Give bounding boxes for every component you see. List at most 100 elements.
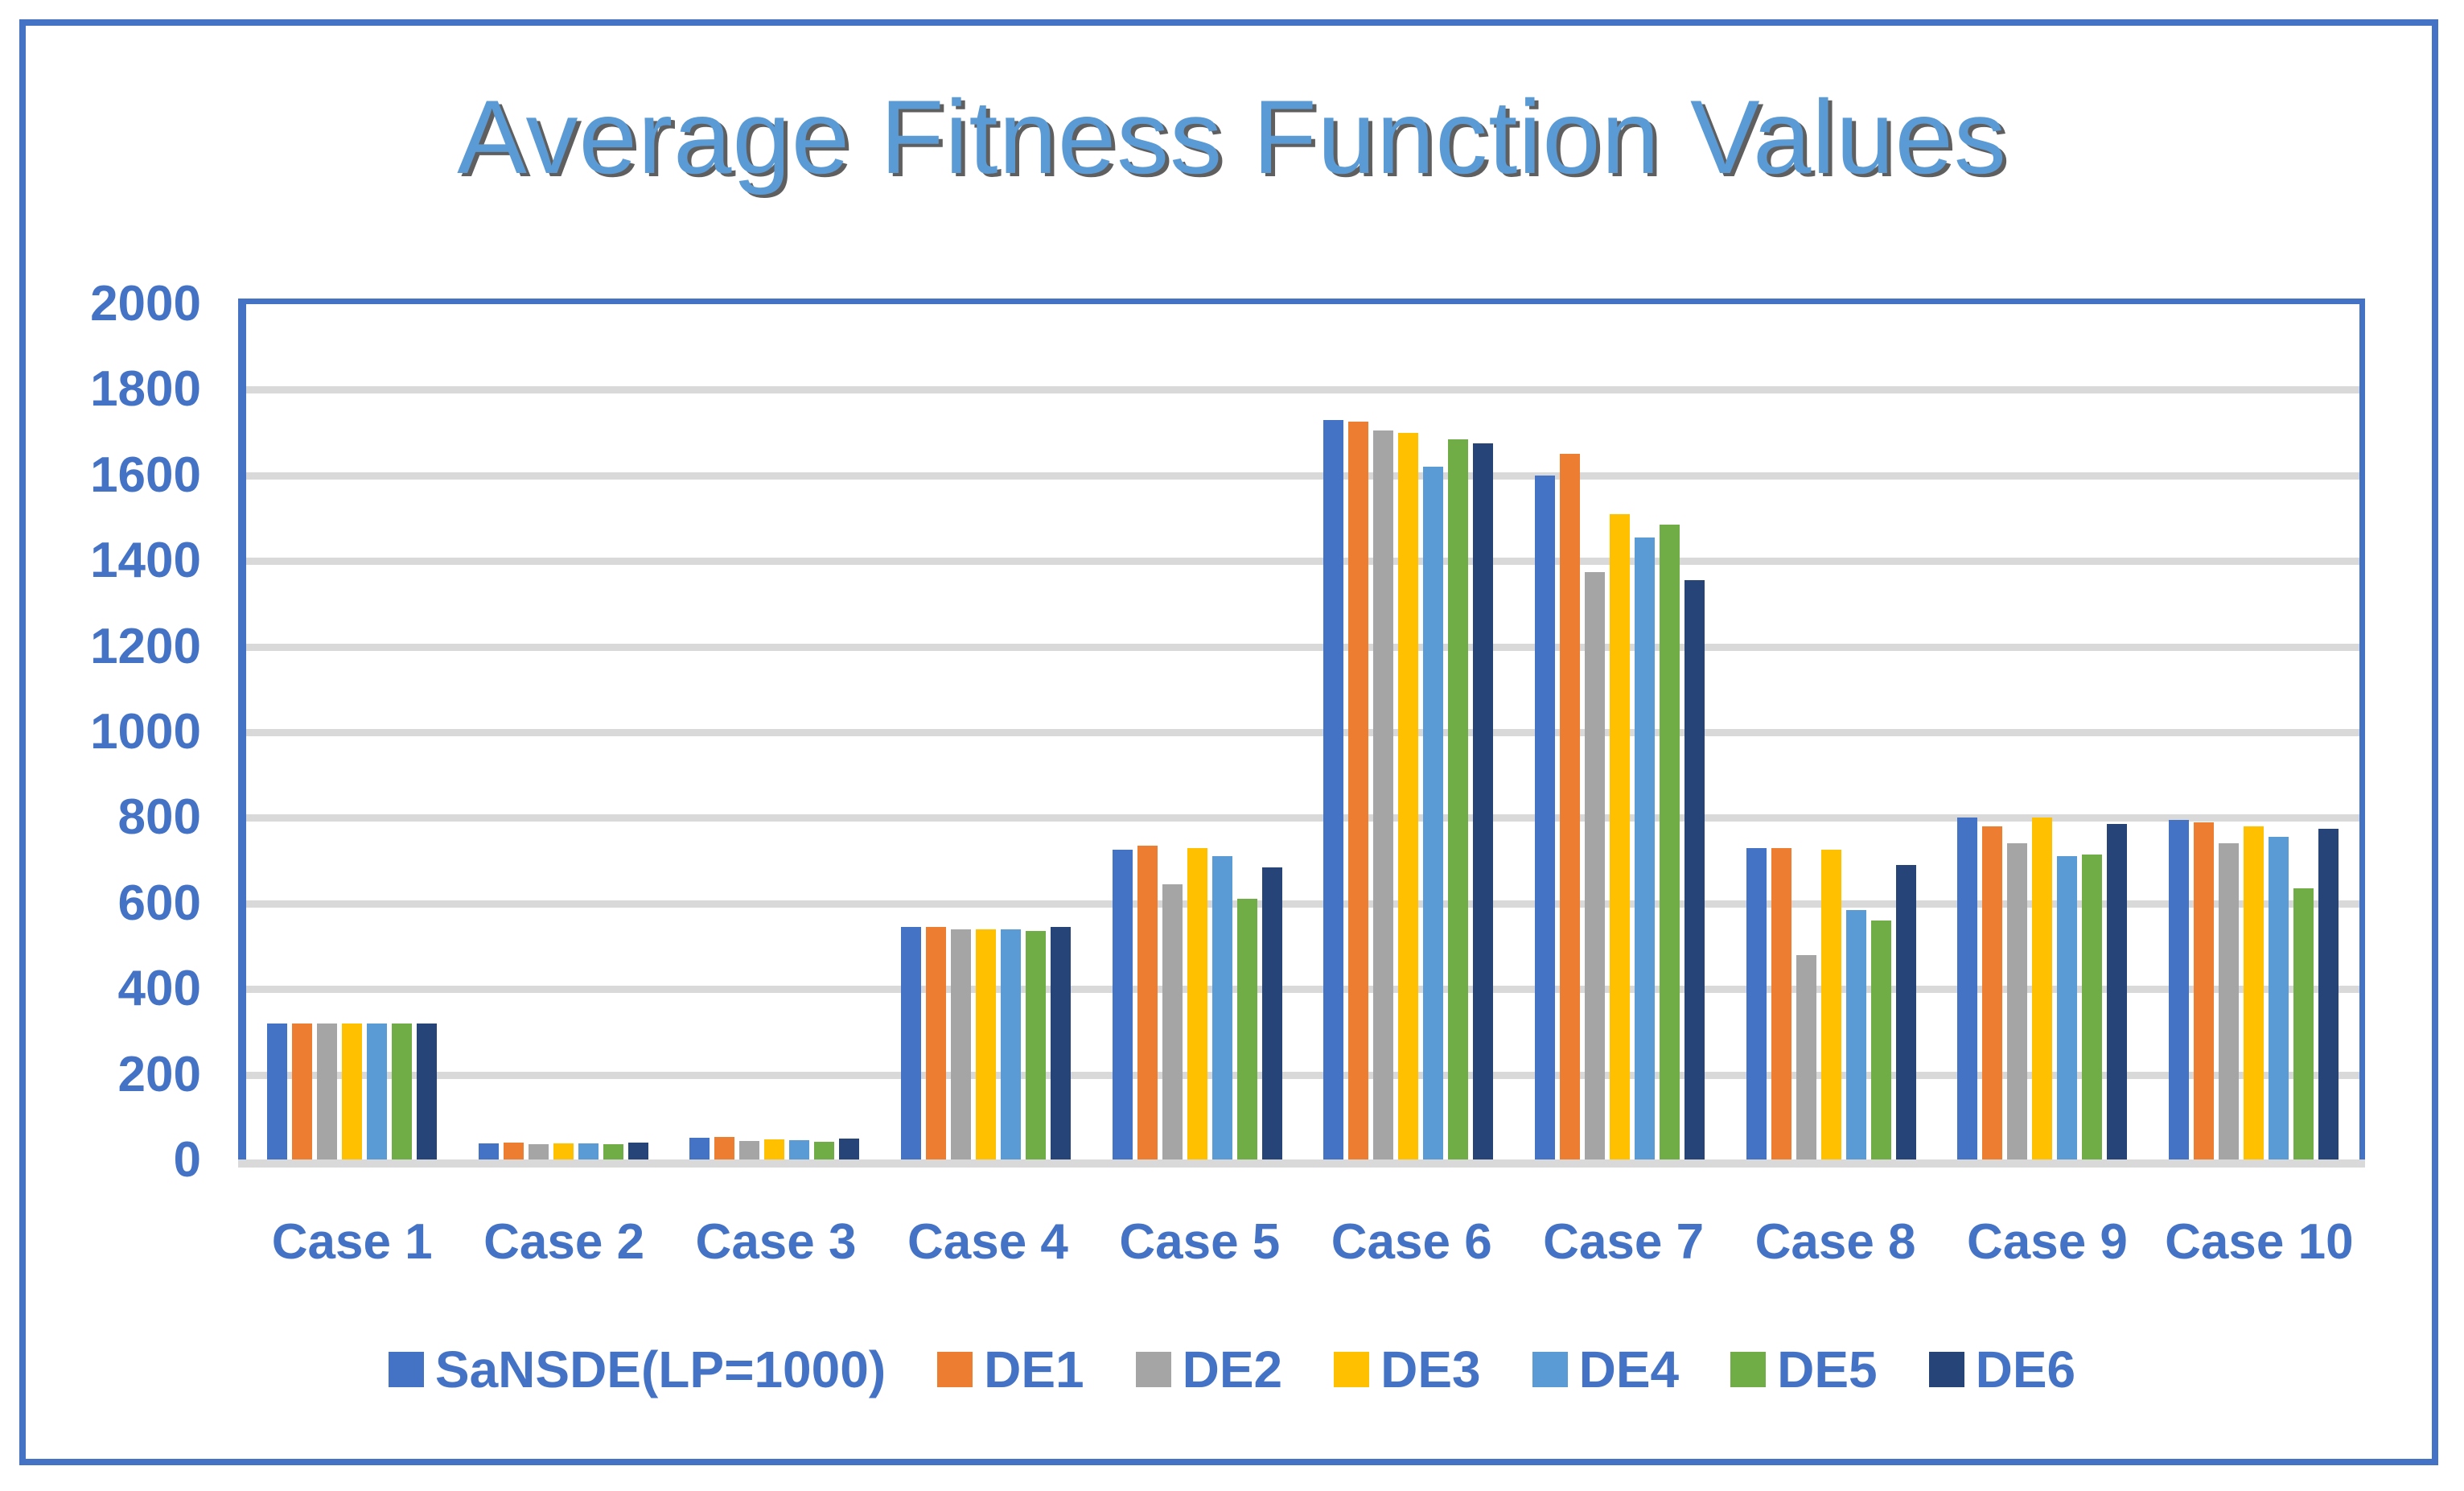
y-tick-0: 0 [173,1132,201,1188]
bar-de2-case-9 [2007,843,2028,1160]
bar-de4-case-1 [366,1023,387,1160]
bar-sansde-lp-1000--case-5 [1112,850,1133,1160]
x-label-case-4: Case 4 [907,1214,1068,1270]
gridline-200 [246,1071,2359,1079]
bar-sansde-lp-1000--case-10 [2169,820,2190,1160]
bar-group-case-1 [246,304,458,1160]
bar-de2-case-10 [2219,843,2240,1160]
bar-de5-case-1 [391,1023,412,1160]
bar-de1-case-4 [925,927,946,1160]
bar-sansde-lp-1000--case-3 [689,1138,710,1160]
legend-label: DE6 [1975,1341,2076,1398]
bar-de4-case-9 [2057,856,2078,1160]
bar-de5-case-9 [2082,854,2103,1160]
bar-de3-case-1 [341,1023,362,1160]
bar-de6-case-8 [1895,864,1916,1160]
y-tick-1000: 1000 [90,704,201,760]
y-tick-800: 800 [117,789,201,846]
x-label-case-1: Case 1 [271,1214,433,1270]
legend-item-de2: DE2 [1135,1337,1283,1402]
gridline-1400 [246,558,2359,566]
legend-item-de3: DE3 [1334,1337,1481,1402]
bar-de4-case-6 [1423,467,1444,1160]
legend-swatch-icon [1730,1352,1767,1387]
bar-de6-case-2 [627,1143,648,1160]
legend-item-de6: DE6 [1928,1337,2076,1402]
bar-de1-case-5 [1137,845,1158,1160]
bar-de2-case-7 [1585,571,1606,1160]
bar-de5-case-5 [1236,899,1257,1160]
bar-de6-case-10 [2318,828,2339,1160]
bar-de4-case-8 [1845,909,1866,1160]
y-tick-200: 200 [117,1046,201,1102]
x-label-case-10: Case 10 [2165,1214,2354,1270]
y-tick-1400: 1400 [90,533,201,589]
bar-de3-case-7 [1610,513,1631,1160]
bar-group-case-3 [668,304,880,1160]
y-axis-labels: 0 200 400 600 800 1000 1200 1400 1600 1800 2000 [0,277,201,1188]
legend-item-de1: DE1 [937,1337,1084,1402]
bar-sansde-lp-1000--case-7 [1535,475,1556,1160]
legend-label: SaNSDE(LP=1000) [434,1341,886,1398]
x-label-case-5: Case 5 [1119,1214,1281,1270]
bar-de2-case-8 [1796,954,1816,1160]
bar-de6-case-6 [1473,443,1494,1160]
legend-swatch-icon [388,1352,424,1387]
bar-de3-case-8 [1820,850,1841,1160]
bar-de5-case-3 [814,1142,835,1160]
y-tick-400: 400 [117,961,201,1017]
gridline-1800 [246,386,2359,394]
y-tick-1200: 1200 [90,618,201,674]
gridline-400 [246,986,2359,994]
bar-de2-case-5 [1162,883,1183,1160]
bar-de2-case-6 [1373,430,1394,1160]
bar-de5-case-2 [603,1143,623,1160]
bar-de3-case-4 [975,929,996,1160]
legend-item-de4: DE4 [1532,1337,1680,1402]
bar-groups [246,304,2359,1160]
bar-group-case-6 [1303,304,1515,1160]
bar-de1-case-3 [714,1136,735,1160]
bar-de3-case-6 [1398,432,1419,1160]
legend-swatch-icon [1532,1352,1568,1387]
gridline-800 [246,814,2359,822]
legend-label: DE4 [1578,1341,1680,1398]
bar-de2-case-4 [950,929,971,1160]
bar-de1-case-6 [1348,422,1369,1160]
bar-de1-case-9 [1982,826,2003,1160]
bar-de1-case-10 [2194,822,2215,1160]
y-tick-1600: 1600 [90,447,201,503]
bar-group-case-7 [1514,304,1726,1160]
bar-de6-case-7 [1684,580,1705,1160]
legend-label: DE2 [1182,1341,1283,1398]
y-tick-1800: 1800 [90,361,201,418]
bar-sansde-lp-1000--case-6 [1323,419,1344,1160]
bar-de6-case-1 [416,1023,437,1160]
bar-de1-case-8 [1771,847,1791,1160]
bar-group-case-5 [1092,304,1303,1160]
x-label-case-2: Case 2 [483,1214,645,1270]
bar-de4-case-2 [578,1143,599,1160]
bar-de3-case-2 [553,1143,574,1160]
chart-title: Average Fitness Function Values [457,78,2007,196]
bar-group-case-9 [1937,304,2149,1160]
bar-de1-case-1 [291,1023,312,1160]
bar-de6-case-3 [839,1139,860,1160]
legend-label: DE5 [1777,1341,1878,1398]
bar-de6-case-9 [2107,824,2128,1160]
legend-item-sansde-lp-1000-: SaNSDE(LP=1000) [388,1337,886,1402]
legend-label: DE3 [1380,1341,1481,1398]
bar-group-case-4 [880,304,1092,1160]
bar-de6-case-5 [1261,867,1282,1160]
bar-de2-case-2 [528,1143,549,1160]
y-tick-600: 600 [117,875,201,931]
bar-de5-case-6 [1448,439,1469,1160]
bar-sansde-lp-1000--case-8 [1746,847,1767,1160]
bar-group-case-10 [2148,304,2359,1160]
bar-de4-case-7 [1635,537,1656,1160]
x-label-case-8: Case 8 [1754,1214,1916,1270]
bar-de6-case-4 [1050,927,1071,1160]
x-label-case-9: Case 9 [1966,1214,2128,1270]
bar-de4-case-10 [2269,837,2289,1160]
chart-outer-border [19,19,2438,1465]
